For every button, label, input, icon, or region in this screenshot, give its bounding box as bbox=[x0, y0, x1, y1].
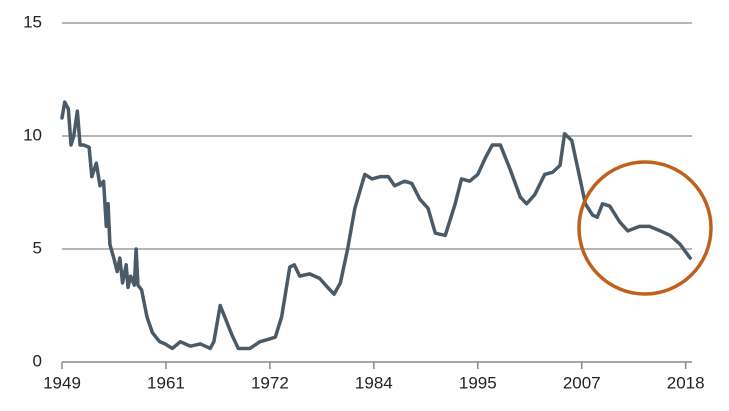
x-tick-label: 2018 bbox=[667, 373, 705, 392]
y-tick-label: 5 bbox=[33, 238, 42, 257]
x-tick-label: 1984 bbox=[355, 373, 393, 392]
x-tick-label: 2007 bbox=[563, 373, 601, 392]
y-tick-label: 10 bbox=[23, 125, 42, 144]
x-tick-label: 1961 bbox=[147, 373, 185, 392]
highlight-circle bbox=[577, 160, 713, 296]
y-tick-label: 15 bbox=[23, 12, 42, 31]
x-tick-label: 1949 bbox=[43, 373, 81, 392]
y-tick-label: 0 bbox=[33, 351, 42, 370]
x-tick-label: 1972 bbox=[251, 373, 289, 392]
data-line bbox=[60, 100, 692, 351]
x-tick-label: 1995 bbox=[459, 373, 497, 392]
